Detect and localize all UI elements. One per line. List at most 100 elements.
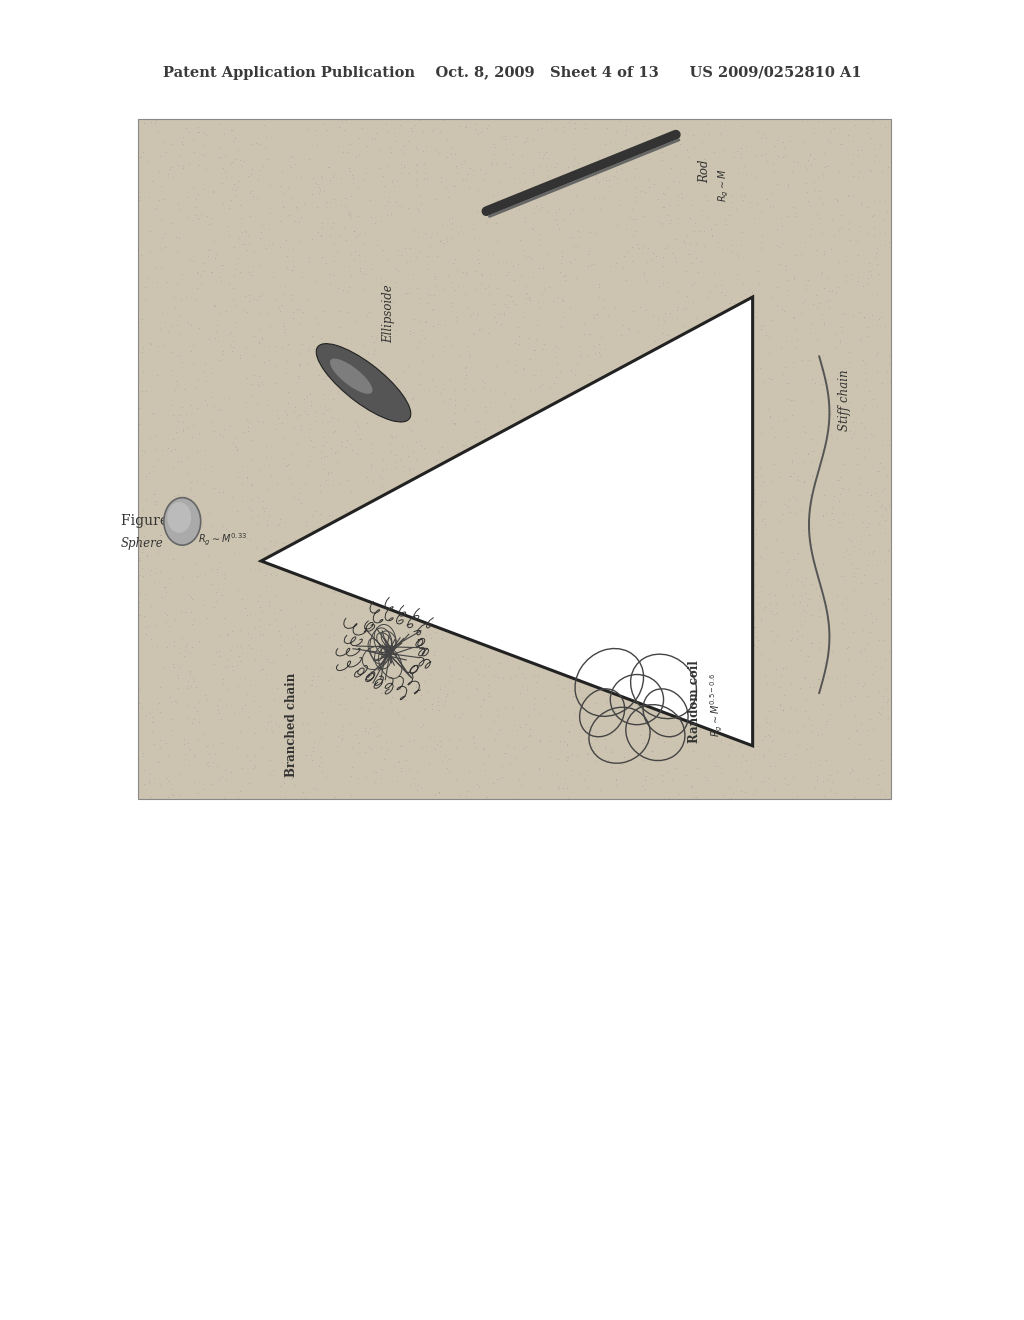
Point <box>475 378 492 399</box>
Point <box>409 338 425 359</box>
Point <box>582 222 598 243</box>
Point <box>585 737 601 758</box>
Point <box>753 772 769 793</box>
Point <box>158 733 174 754</box>
Point <box>285 239 301 260</box>
Point <box>185 210 202 231</box>
Point <box>634 341 650 362</box>
Point <box>640 238 656 259</box>
Point <box>225 660 242 681</box>
Point <box>446 403 463 424</box>
Point <box>616 746 633 767</box>
Point <box>488 723 505 744</box>
Point <box>813 440 829 461</box>
Point <box>166 635 182 656</box>
Point <box>463 515 479 536</box>
Point <box>859 273 876 294</box>
Point <box>496 383 512 404</box>
Point <box>643 767 659 788</box>
Point <box>424 346 440 367</box>
Point <box>596 133 612 154</box>
Point <box>262 652 279 673</box>
Point <box>343 440 359 461</box>
Point <box>190 154 207 176</box>
Point <box>594 582 610 603</box>
Point <box>845 185 861 206</box>
Point <box>863 484 880 506</box>
Point <box>251 302 267 323</box>
Point <box>251 330 267 351</box>
Point <box>230 466 247 487</box>
Point <box>164 315 180 337</box>
Point <box>187 697 204 718</box>
Point <box>470 411 486 432</box>
Point <box>563 227 580 248</box>
Point <box>293 590 309 611</box>
Point <box>261 315 278 337</box>
Point <box>586 335 602 356</box>
Point <box>485 144 502 165</box>
Point <box>548 366 564 387</box>
Point <box>626 209 642 230</box>
Point <box>506 168 522 189</box>
Point <box>837 412 853 433</box>
Point <box>512 627 528 648</box>
Point <box>183 586 200 607</box>
Point <box>262 466 279 487</box>
Point <box>152 676 168 697</box>
Point <box>326 421 342 442</box>
Point <box>594 508 610 529</box>
Point <box>143 334 160 355</box>
Point <box>426 644 442 665</box>
Point <box>455 569 471 590</box>
Point <box>427 784 443 805</box>
Point <box>137 290 154 312</box>
Point <box>754 224 770 246</box>
Point <box>195 178 211 199</box>
Point <box>565 655 582 676</box>
Point <box>438 609 455 630</box>
Point <box>656 731 673 752</box>
Point <box>798 173 814 194</box>
Point <box>480 507 497 528</box>
Point <box>211 624 227 645</box>
Point <box>563 426 580 447</box>
Point <box>772 467 788 488</box>
Point <box>249 393 265 414</box>
Point <box>523 247 540 268</box>
Point <box>599 504 615 525</box>
Point <box>669 300 685 321</box>
Point <box>315 403 332 424</box>
Point <box>700 312 717 333</box>
Point <box>152 738 168 759</box>
Point <box>835 302 851 323</box>
Point <box>706 644 722 665</box>
Point <box>332 583 348 605</box>
Point <box>246 242 262 263</box>
Point <box>362 738 379 759</box>
Ellipse shape <box>316 343 411 422</box>
Point <box>178 286 195 308</box>
Point <box>206 231 222 252</box>
Point <box>456 569 472 590</box>
Point <box>513 265 529 286</box>
Point <box>208 321 224 342</box>
Point <box>404 458 421 479</box>
Point <box>368 513 384 535</box>
Point <box>284 673 300 694</box>
Point <box>671 521 687 543</box>
Point <box>488 154 505 176</box>
Point <box>324 668 340 689</box>
Point <box>418 310 434 331</box>
Point <box>259 554 275 576</box>
Point <box>293 206 309 227</box>
Point <box>307 411 324 432</box>
Point <box>234 697 251 718</box>
Point <box>165 166 181 187</box>
Point <box>222 416 239 437</box>
Point <box>262 763 279 784</box>
Point <box>383 692 399 713</box>
Point <box>181 153 198 174</box>
Point <box>687 234 703 255</box>
Point <box>535 284 551 305</box>
